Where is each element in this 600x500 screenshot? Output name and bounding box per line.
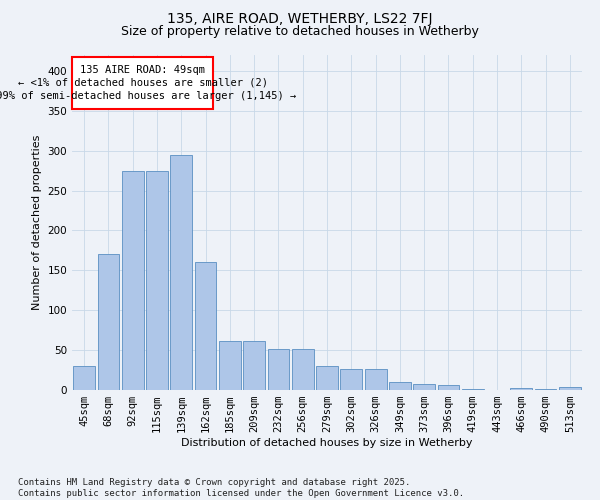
Bar: [219, 340, 241, 390]
Bar: [365, 370, 386, 390]
Bar: [462, 389, 484, 390]
Text: 135 AIRE ROAD: 49sqm
← <1% of detached houses are smaller (2)
>99% of semi-detac: 135 AIRE ROAD: 49sqm ← <1% of detached h…: [0, 64, 296, 101]
Bar: [170, 154, 192, 390]
Bar: [243, 340, 265, 390]
X-axis label: Distribution of detached houses by size in Wetherby: Distribution of detached houses by size …: [181, 438, 473, 448]
Text: Size of property relative to detached houses in Wetherby: Size of property relative to detached ho…: [121, 25, 479, 38]
Bar: [122, 170, 143, 390]
Bar: [511, 388, 532, 390]
Bar: [146, 170, 168, 390]
Bar: [340, 370, 362, 390]
Bar: [292, 348, 314, 390]
Bar: [268, 348, 289, 390]
Bar: [437, 385, 460, 390]
Bar: [194, 262, 217, 390]
Bar: [316, 366, 338, 390]
Bar: [97, 254, 119, 390]
Bar: [389, 382, 411, 390]
Bar: [73, 366, 95, 390]
Bar: [413, 384, 435, 390]
Text: Contains HM Land Registry data © Crown copyright and database right 2025.
Contai: Contains HM Land Registry data © Crown c…: [18, 478, 464, 498]
Bar: [559, 387, 581, 390]
Y-axis label: Number of detached properties: Number of detached properties: [32, 135, 42, 310]
Text: 135, AIRE ROAD, WETHERBY, LS22 7FJ: 135, AIRE ROAD, WETHERBY, LS22 7FJ: [167, 12, 433, 26]
Bar: [535, 389, 556, 390]
FancyBboxPatch shape: [73, 56, 213, 109]
